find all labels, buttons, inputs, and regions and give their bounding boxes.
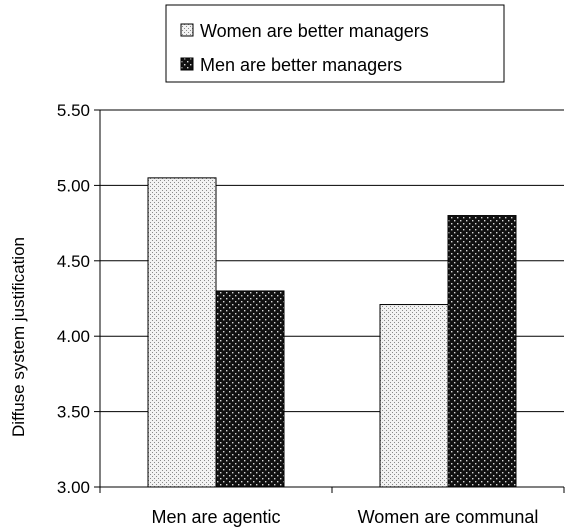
y-tick-labels: 3.00 3.50 4.00 4.50 5.00 5.50 xyxy=(57,101,90,497)
y-tick-label: 4.50 xyxy=(57,252,90,271)
y-tick-label: 4.00 xyxy=(57,327,90,346)
legend-label-women: Women are better managers xyxy=(200,21,429,41)
x-category-label: Men are agentic xyxy=(151,507,280,527)
legend-swatch-men xyxy=(180,57,194,71)
legend-label-men: Men are better managers xyxy=(200,55,402,75)
legend-item-women: Women are better managers xyxy=(180,21,429,41)
y-axis-title: Diffuse system justification xyxy=(9,237,28,437)
bar-women-agentic xyxy=(147,177,217,488)
y-tick-label: 5.50 xyxy=(57,101,90,120)
bar-men-communal xyxy=(447,215,517,488)
legend: Women are better managers Men are better… xyxy=(165,4,505,83)
x-category-label: Women are communal xyxy=(358,507,539,527)
bar-men-agentic xyxy=(215,290,285,488)
legend-box xyxy=(165,4,505,83)
bar-women-communal xyxy=(379,304,449,488)
y-tick-label: 3.00 xyxy=(57,478,90,497)
bars xyxy=(147,177,517,488)
y-tick-label: 3.50 xyxy=(57,403,90,422)
y-tick-label: 5.00 xyxy=(57,176,90,195)
legend-swatch-women xyxy=(180,23,194,37)
x-category-labels: Men are agentic Women are communal xyxy=(151,507,538,527)
legend-item-men: Men are better managers xyxy=(180,55,402,75)
axes xyxy=(94,109,565,493)
